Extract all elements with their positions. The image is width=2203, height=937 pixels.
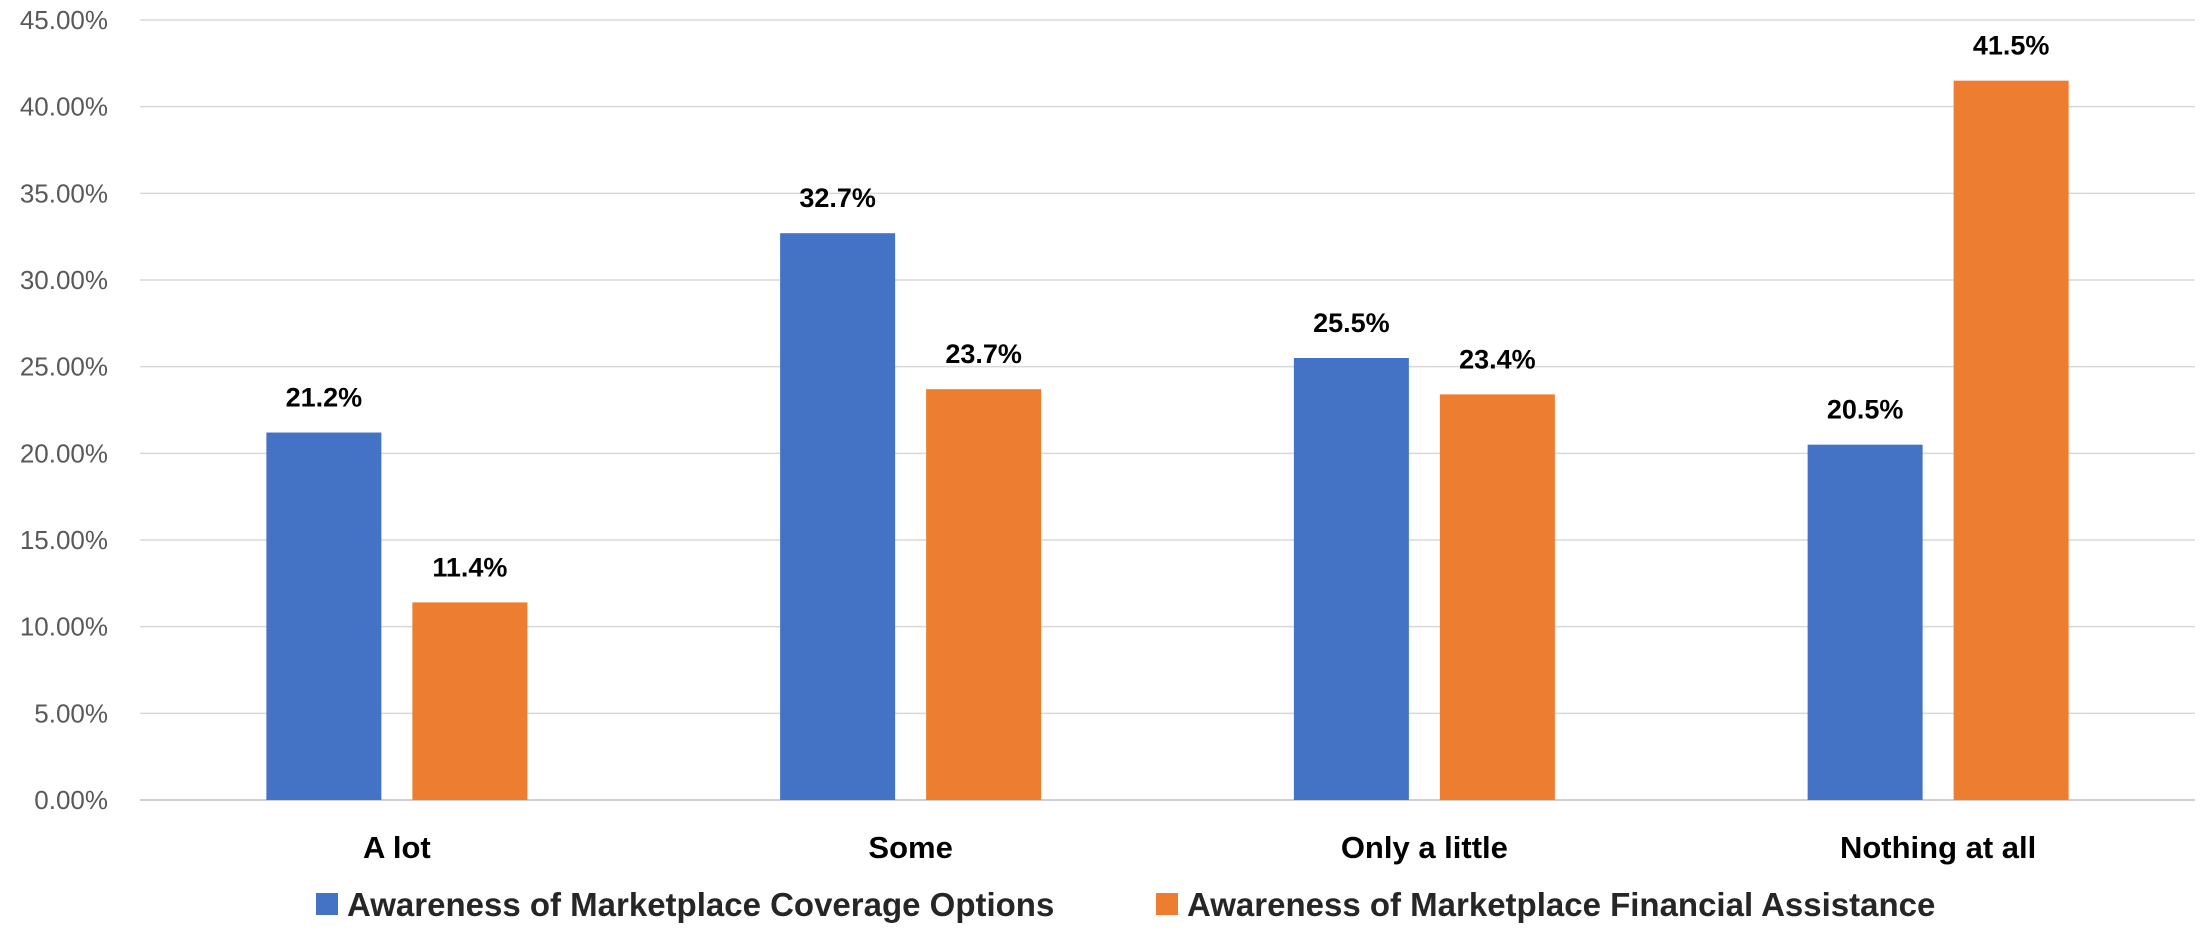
bar-financial-assistance — [1953, 80, 2069, 800]
y-tick-label: 30.00% — [20, 265, 108, 295]
bar-coverage-options — [266, 432, 382, 800]
data-label: 23.4% — [1459, 344, 1536, 374]
data-label: 41.5% — [1973, 31, 2050, 61]
x-category-label: A lot — [363, 830, 431, 865]
bar-financial-assistance — [926, 389, 1042, 800]
bar-financial-assistance — [1439, 394, 1555, 800]
bar-coverage-options — [1807, 444, 1923, 800]
data-label: 32.7% — [799, 183, 876, 213]
x-category-label: Nothing at all — [1840, 830, 2036, 865]
bars — [266, 80, 2069, 800]
data-labels: 21.2% 11.4% 32.7% 23.7% 25.5% 23.4% 20.5% 41.5% — [286, 31, 2050, 583]
legend-swatch — [1156, 893, 1178, 915]
bar-financial-assistance — [412, 602, 528, 800]
x-category-label: Some — [868, 830, 952, 865]
y-tick-label: 35.00% — [20, 178, 108, 208]
bar-coverage-options — [780, 233, 896, 800]
data-label: 23.7% — [945, 339, 1022, 369]
legend-label: Awareness of Marketplace Financial Assis… — [1187, 886, 1935, 923]
legend-label: Awareness of Marketplace Coverage Option… — [347, 886, 1054, 923]
y-tick-label: 40.00% — [20, 92, 108, 122]
data-label: 21.2% — [286, 383, 363, 413]
y-tick-label: 5.00% — [34, 698, 108, 728]
y-tick-label: 10.00% — [20, 612, 108, 642]
bar-coverage-options — [1293, 358, 1409, 800]
y-tick-label: 0.00% — [34, 785, 108, 815]
x-axis: A lot Some Only a little Nothing at all — [363, 830, 2036, 865]
x-category-label: Only a little — [1341, 830, 1508, 865]
y-axis: 0.00% 5.00% 10.00% 15.00% 20.00% 25.00% 30.00%… — [20, 5, 108, 815]
y-tick-label: 25.00% — [20, 352, 108, 382]
data-label: 20.5% — [1827, 395, 1904, 425]
data-label: 11.4% — [432, 552, 507, 582]
legend-swatch — [316, 893, 338, 915]
y-tick-label: 15.00% — [20, 525, 108, 555]
legend: Awareness of Marketplace Coverage Option… — [316, 886, 1935, 923]
data-label: 25.5% — [1313, 308, 1390, 338]
y-tick-label: 20.00% — [20, 438, 108, 468]
y-tick-label: 45.00% — [20, 5, 108, 35]
